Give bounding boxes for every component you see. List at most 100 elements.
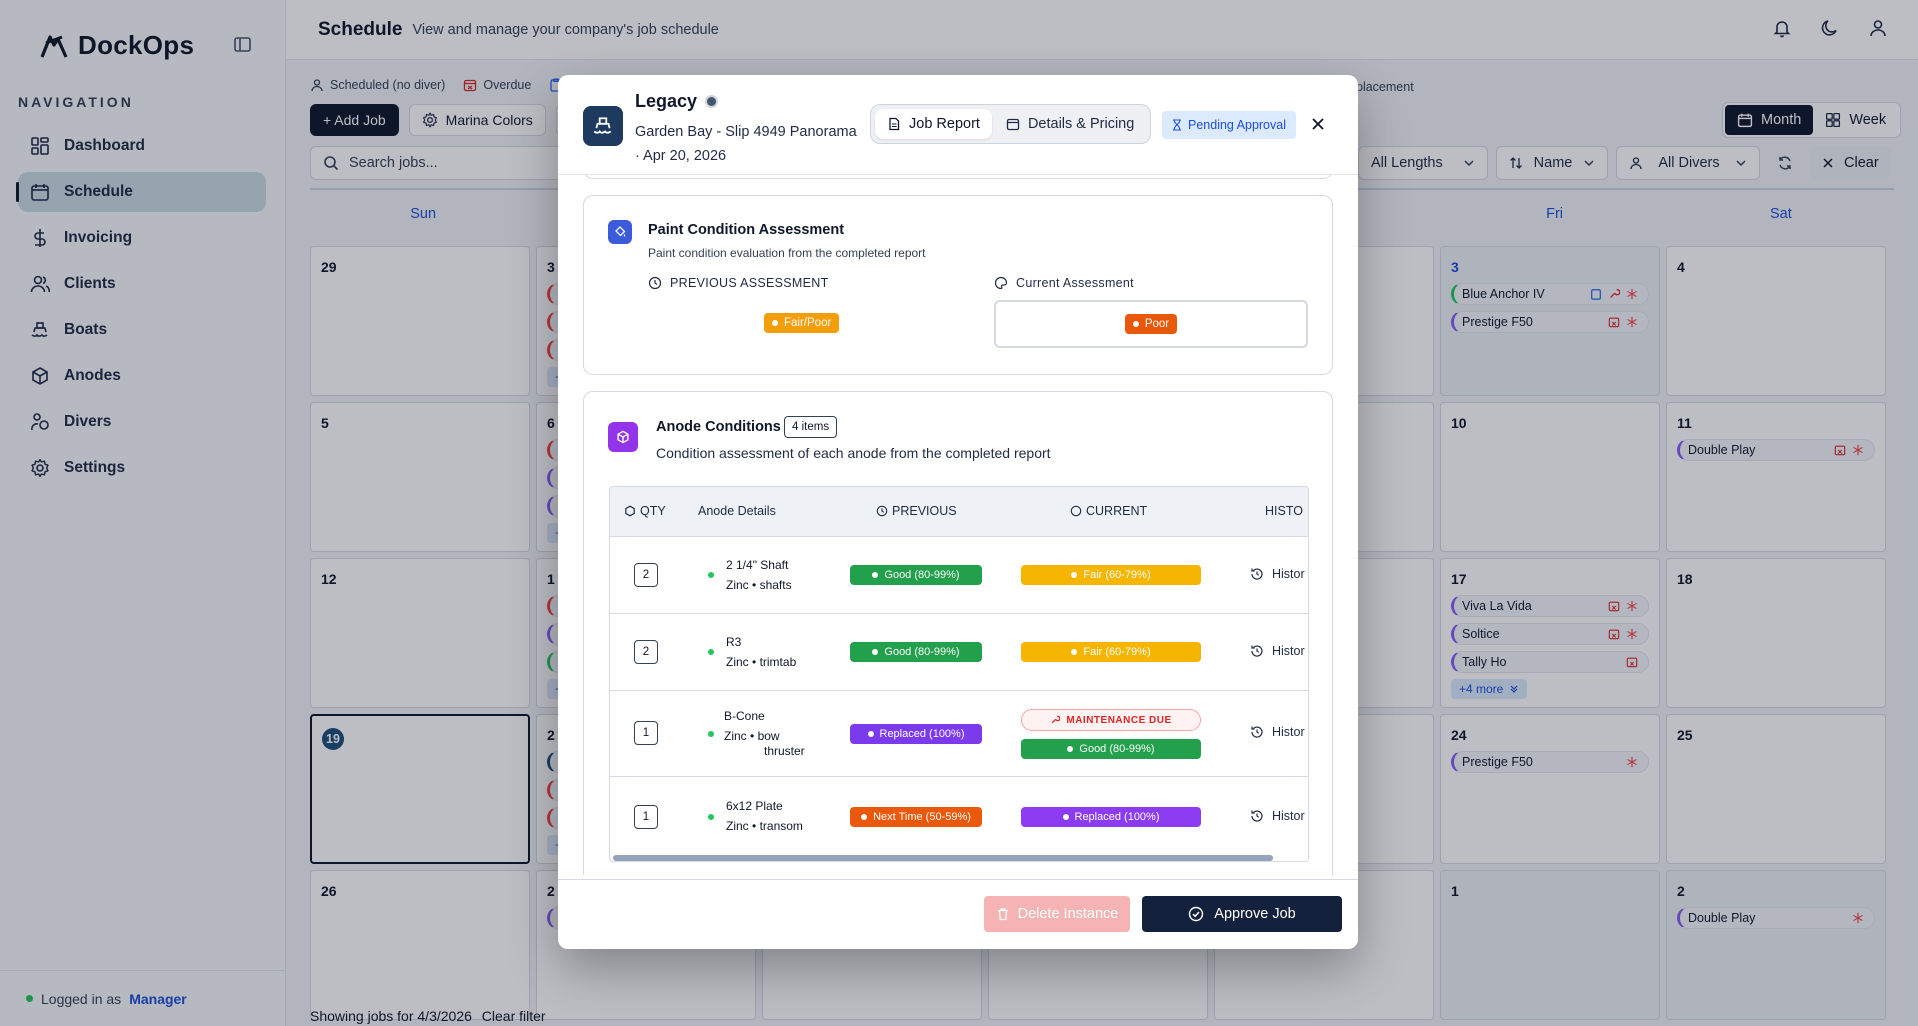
calendar-x-icon bbox=[464, 79, 477, 92]
nav-heading: NAVIGATION bbox=[18, 94, 134, 110]
history-button[interactable]: Histor bbox=[1250, 567, 1305, 581]
clear-filter-link[interactable]: Clear filter bbox=[481, 1008, 546, 1024]
status-dot bbox=[705, 95, 719, 108]
event-chip[interactable]: Prestige F50 bbox=[1451, 311, 1649, 333]
view-week-button[interactable]: Week bbox=[1813, 105, 1898, 135]
event-chip[interactable]: Blue Anchor IV bbox=[1451, 283, 1649, 305]
current-status-label: Fair (60-79%) bbox=[1083, 646, 1151, 658]
calendar-day-selected[interactable]: 3 Blue Anchor IV Prestige F50 bbox=[1440, 246, 1660, 396]
day-number: 18 bbox=[1677, 571, 1693, 587]
sidebar-item-settings[interactable]: Settings bbox=[18, 448, 266, 488]
calendar-day[interactable]: 5 bbox=[310, 402, 530, 552]
gear-icon bbox=[31, 458, 49, 478]
refresh-button[interactable] bbox=[1768, 146, 1802, 180]
day-number: 2 bbox=[547, 727, 555, 743]
paint-bucket-icon bbox=[615, 226, 626, 237]
event-chip[interactable]: Prestige F50 bbox=[1451, 751, 1649, 773]
sidebar-item-clients[interactable]: Clients bbox=[18, 264, 266, 304]
weekday-fri: Fri bbox=[1546, 206, 1564, 222]
view-month-label: Month bbox=[1761, 112, 1802, 128]
modal-tabs: Job Report Details & Pricing bbox=[870, 104, 1152, 144]
horizontal-scrollbar[interactable] bbox=[613, 855, 1273, 861]
approve-job-button[interactable]: Approve Job bbox=[1142, 896, 1342, 932]
table-row[interactable]: 2 R3 Zinc • trimtab Good (80-99%) Fair (… bbox=[610, 614, 1308, 691]
sidebar-item-schedule[interactable]: Schedule bbox=[16, 172, 266, 212]
calendar-day-next-month[interactable]: 2 Double Play bbox=[1666, 870, 1886, 1020]
calendar-day[interactable]: 29 bbox=[310, 246, 530, 396]
delete-instance-button[interactable]: Delete Instance bbox=[984, 896, 1130, 932]
sidebar-item-dashboard[interactable]: Dashboard bbox=[18, 126, 266, 166]
history-button[interactable]: Histor bbox=[1250, 725, 1305, 739]
sidebar-item-anodes[interactable]: Anodes bbox=[18, 356, 266, 396]
calendar-day[interactable]: 18 bbox=[1666, 558, 1886, 708]
previous-status-label: Good (80-99%) bbox=[884, 646, 960, 658]
sidebar-item-boats[interactable]: Boats bbox=[18, 310, 266, 350]
calendar-day[interactable]: 12 bbox=[310, 558, 530, 708]
tab-details-pricing[interactable]: Details & Pricing bbox=[994, 109, 1146, 139]
user-icon[interactable] bbox=[1868, 18, 1888, 38]
grid-icon bbox=[1826, 112, 1841, 128]
calendar-day[interactable]: 25 bbox=[1666, 714, 1886, 864]
current-status-label: Replaced (100%) bbox=[1074, 811, 1160, 823]
more-events-button[interactable]: +4 more bbox=[1451, 679, 1528, 699]
maintenance-label: MAINTENANCE DUE bbox=[1066, 714, 1172, 726]
login-role[interactable]: Manager bbox=[129, 990, 187, 1007]
job-report-modal: Legacy Garden Bay - Slip 4949 Panorama ·… bbox=[558, 75, 1358, 949]
sort-select[interactable]: Name bbox=[1496, 146, 1608, 180]
anode-conditions-card: Anode Conditions 4 items Condition asses… bbox=[583, 391, 1333, 875]
user-outline-icon bbox=[311, 79, 323, 92]
clear-filters-button[interactable]: Clear bbox=[1810, 146, 1891, 180]
calendar-day-next-month[interactable]: 1 bbox=[1440, 870, 1660, 1020]
separator: • bbox=[752, 655, 757, 669]
event-chip[interactable]: Soltice bbox=[1451, 623, 1649, 645]
view-month-button[interactable]: Month bbox=[1725, 105, 1814, 135]
calendar-day[interactable]: 26 bbox=[310, 870, 530, 1020]
qty-value: 2 bbox=[634, 640, 658, 664]
previous-status-pill: Next Time (50-59%) bbox=[850, 807, 982, 827]
location-text: Garden Bay - Slip 4949 Panorama bbox=[635, 124, 857, 140]
event-icons bbox=[1626, 656, 1638, 668]
anode-name: R3 bbox=[726, 635, 742, 649]
history-button[interactable]: Histor bbox=[1250, 809, 1305, 823]
event-chip[interactable]: Viva La Vida bbox=[1451, 595, 1649, 617]
calendar-day[interactable]: 11 Double Play bbox=[1666, 402, 1886, 552]
event-chip[interactable]: Double Play bbox=[1677, 439, 1875, 461]
event-chip[interactable]: Tally Ho bbox=[1451, 651, 1649, 673]
calendar-day[interactable]: 24 Prestige F50 bbox=[1440, 714, 1660, 864]
sidebar-item-divers[interactable]: Divers bbox=[18, 402, 266, 442]
paint-subtitle: Paint condition evaluation from the comp… bbox=[648, 246, 926, 260]
anode-location: bow bbox=[757, 729, 780, 743]
col-history: HISTO bbox=[1265, 504, 1303, 518]
moon-icon[interactable] bbox=[1820, 18, 1840, 38]
online-dot bbox=[26, 995, 33, 1002]
calendar-x-icon bbox=[1626, 657, 1638, 668]
diver-filter-select[interactable]: All Divers bbox=[1616, 146, 1760, 180]
event-chip[interactable]: Double Play bbox=[1677, 907, 1875, 929]
sidebar-nav: Dashboard Schedule Invoicing Clients Boa… bbox=[16, 126, 266, 494]
calendar-day[interactable]: 10 bbox=[1440, 402, 1660, 552]
history-button[interactable]: Histor bbox=[1250, 644, 1305, 658]
event-label: Double Play bbox=[1688, 443, 1756, 457]
calendar-day-today[interactable]: 19 bbox=[310, 714, 530, 864]
more-events-label: +4 more bbox=[1459, 682, 1504, 696]
search-input[interactable]: Search jobs... bbox=[310, 146, 566, 180]
sidebar-collapse-icon[interactable] bbox=[233, 36, 253, 54]
add-job-button[interactable]: + Add Job bbox=[310, 104, 399, 136]
tab-job-report[interactable]: Job Report bbox=[875, 109, 992, 139]
calendar-day[interactable]: 4 bbox=[1666, 246, 1886, 396]
previous-paint-status: Fair/Poor bbox=[764, 313, 840, 333]
close-icon[interactable] bbox=[1306, 112, 1330, 136]
history-icon bbox=[1251, 568, 1263, 580]
table-row[interactable]: 1 B-Cone Zinc • bow thruster Replaced (1… bbox=[610, 691, 1308, 777]
length-filter-select[interactable]: All Lengths bbox=[1358, 146, 1488, 180]
sidebar-item-invoicing[interactable]: Invoicing bbox=[18, 218, 266, 258]
marina-colors-button[interactable]: Marina Colors bbox=[408, 104, 546, 136]
calendar-day[interactable]: 17 Viva La Vida Soltice Tally Ho +4 more bbox=[1440, 558, 1660, 708]
current-paint-status[interactable]: Poor bbox=[994, 300, 1308, 348]
history-icon bbox=[1251, 645, 1263, 657]
table-row[interactable]: 1 6x12 Plate Zinc • transom Next Time (5… bbox=[610, 777, 1308, 861]
table-row[interactable]: 2 2 1/4" Shaft Zinc • shafts Good (80-99… bbox=[610, 537, 1308, 614]
bell-icon[interactable] bbox=[1772, 18, 1792, 38]
page-subtitle: View and manage your company's job sched… bbox=[412, 21, 719, 38]
brand[interactable]: DockOps bbox=[40, 30, 194, 61]
